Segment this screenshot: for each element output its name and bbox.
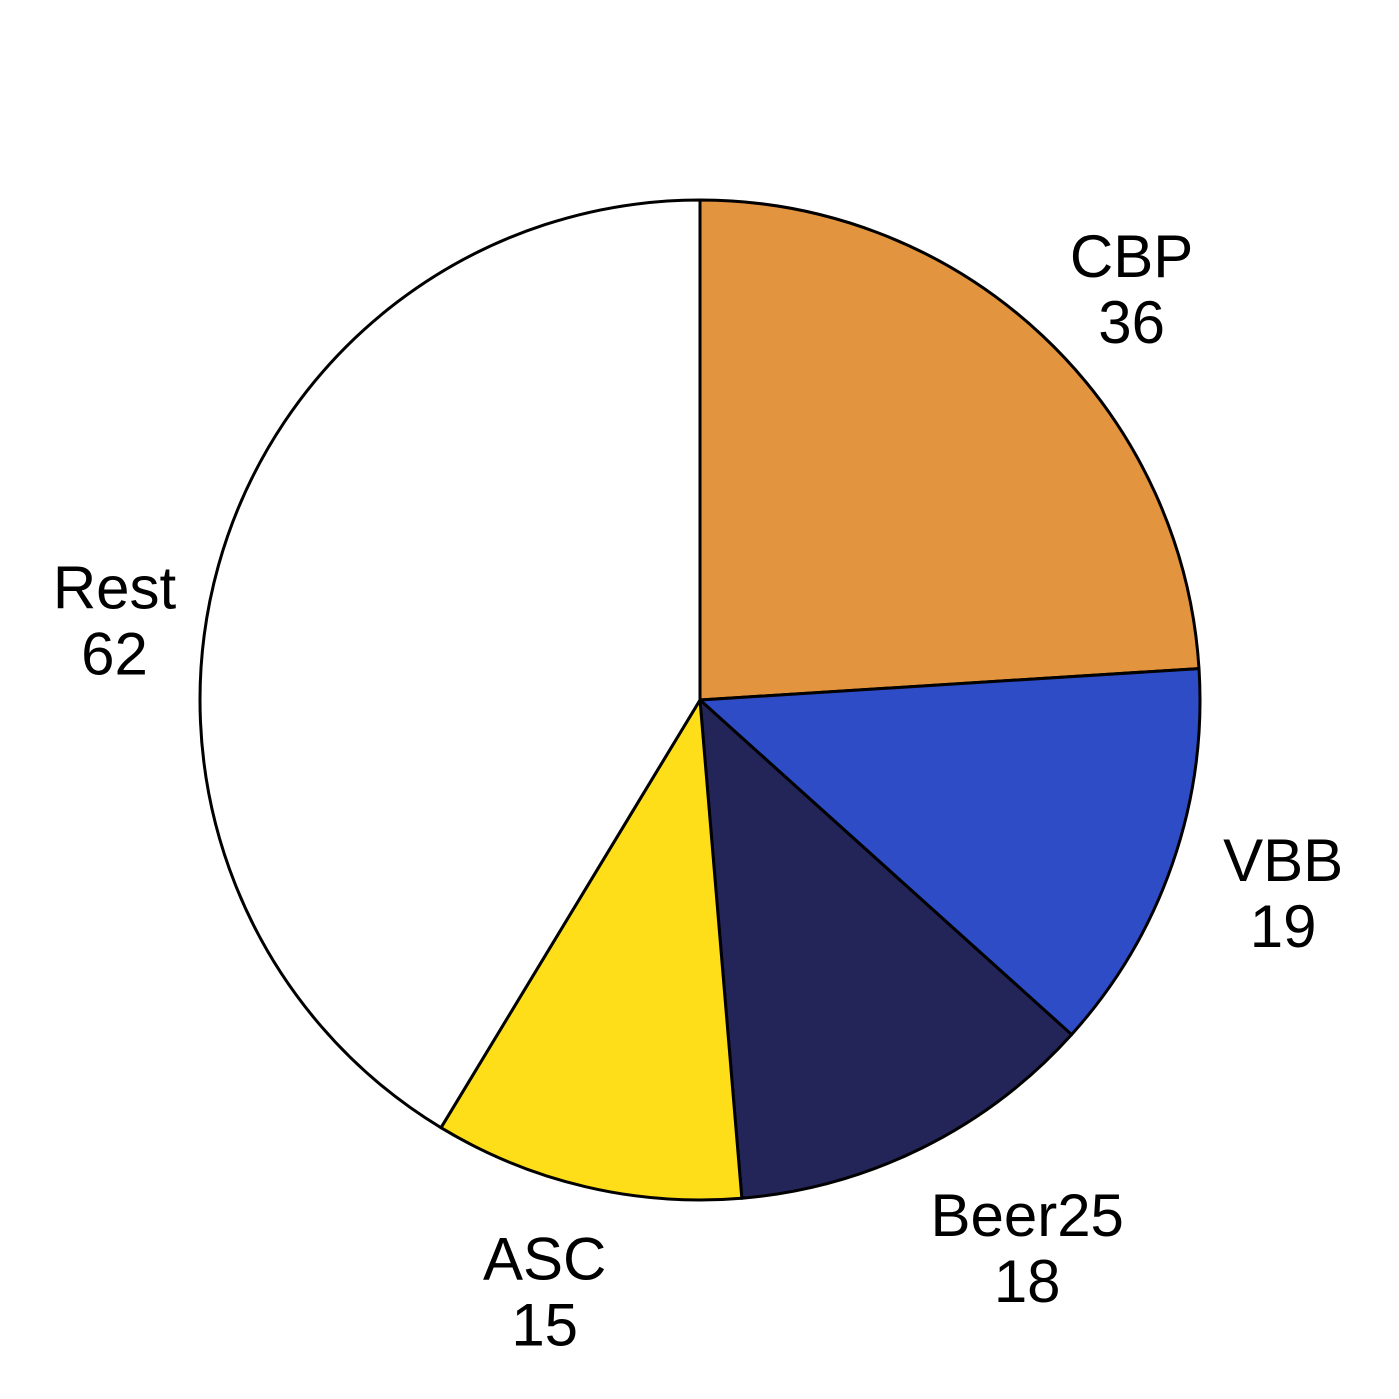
slice-label-value: 18: [994, 1248, 1061, 1315]
slice-label-name: CBP: [1070, 223, 1193, 290]
pie-slice-asc: [439, 698, 744, 1202]
pie-slice-cbp: [698, 198, 1201, 702]
pie-label-beer25: Beer25 18: [930, 1182, 1123, 1315]
slice-label-name: Beer25: [930, 1182, 1123, 1249]
pie-label-vbb: VBB 19: [1223, 827, 1343, 960]
pie-label-asc: ASC 15: [483, 1225, 606, 1358]
pie-slice-rest: [198, 198, 702, 1130]
pie-slice-beer25: [698, 698, 1074, 1200]
slice-label-value: 19: [1250, 893, 1317, 960]
slice-label-value: 36: [1098, 289, 1165, 356]
slice-label-name: VBB: [1223, 827, 1343, 894]
slice-label-name: ASC: [483, 1225, 606, 1292]
slice-label-value: 15: [511, 1291, 578, 1358]
slice-label-name: Rest: [53, 555, 177, 622]
slice-label-value: 62: [81, 621, 148, 688]
pie-label-rest: Rest 62: [53, 555, 177, 688]
pie-slice-vbb: [698, 667, 1202, 1037]
pie-label-cbp: CBP 36: [1070, 223, 1193, 356]
